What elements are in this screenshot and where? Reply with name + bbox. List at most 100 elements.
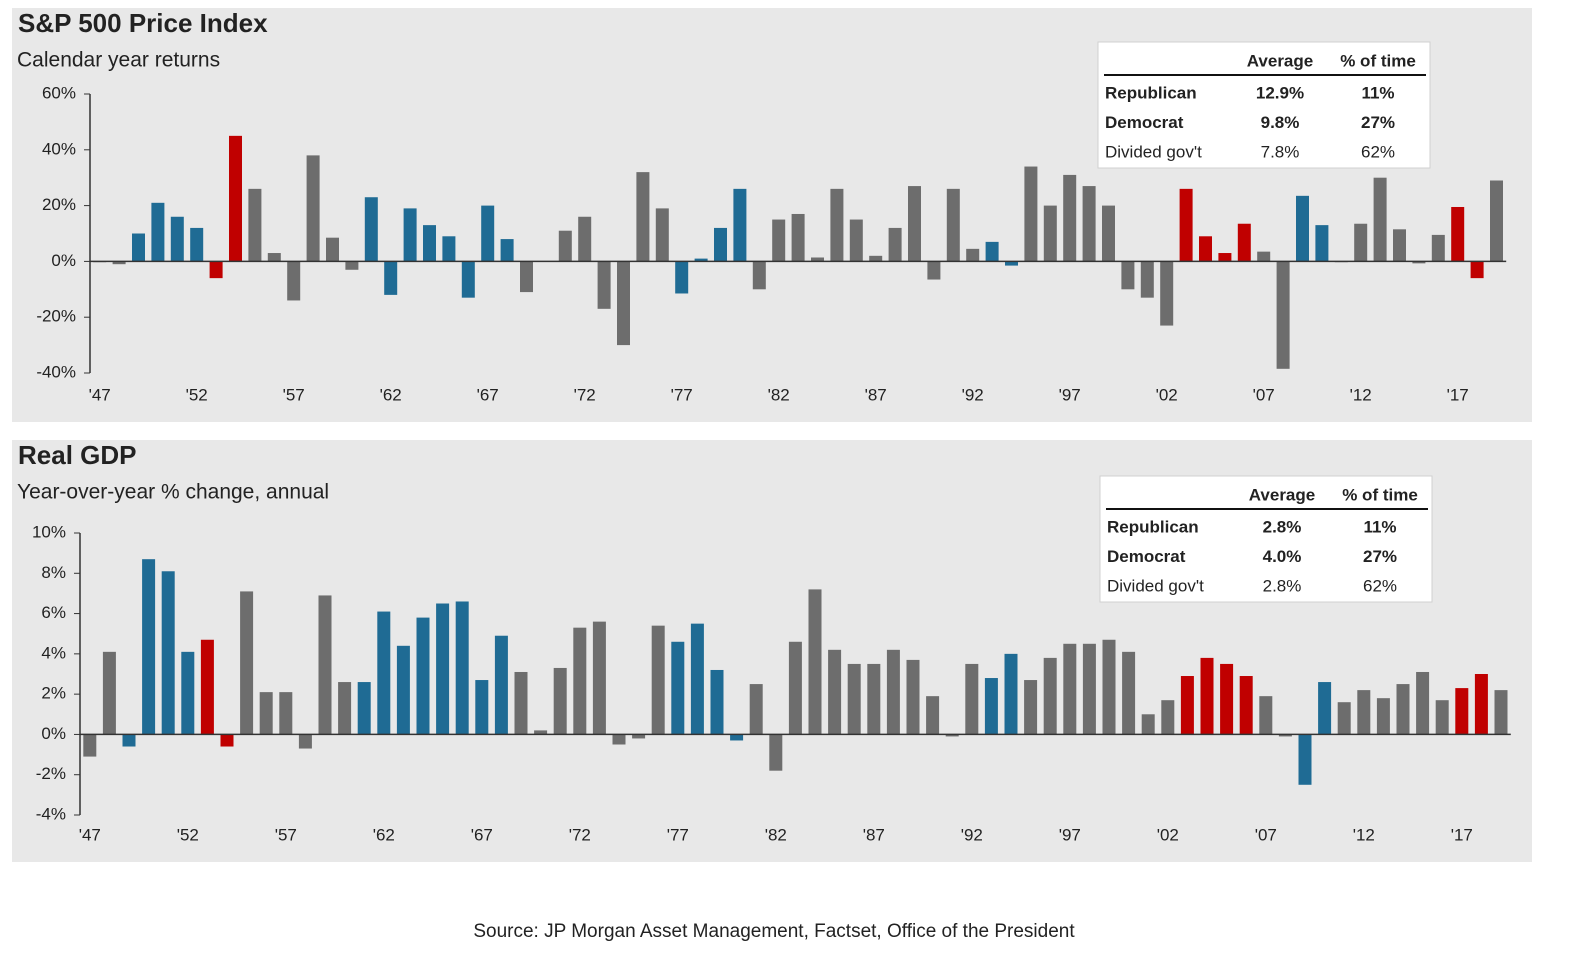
- x-tick-label: '92: [962, 385, 984, 404]
- bar: [632, 734, 646, 739]
- bar: [220, 734, 234, 747]
- bar: [306, 155, 320, 262]
- bar: [1373, 177, 1387, 262]
- bar: [1278, 734, 1292, 737]
- bar: [326, 237, 339, 262]
- bar: [730, 734, 744, 741]
- bar: [318, 595, 332, 735]
- bar: [984, 678, 998, 735]
- bar: [83, 734, 97, 757]
- bar: [1451, 206, 1465, 262]
- bar: [122, 734, 136, 747]
- bar: [1179, 188, 1193, 262]
- table-header: % of time: [1340, 51, 1416, 70]
- bar: [1102, 205, 1115, 262]
- bar: [364, 197, 378, 262]
- summary-table: [1099, 475, 1433, 603]
- bar: [752, 261, 766, 290]
- bar: [966, 248, 980, 262]
- bar: [1121, 261, 1135, 290]
- x-tick-label: '07: [1255, 825, 1277, 844]
- bar: [1005, 261, 1018, 266]
- chart-title: Real GDP: [18, 440, 137, 470]
- table-row-name: Democrat: [1105, 113, 1184, 132]
- table-cell: 4.0%: [1263, 547, 1302, 566]
- bar: [869, 255, 883, 262]
- bar: [1043, 205, 1057, 262]
- x-tick-label: '12: [1350, 385, 1372, 404]
- bar: [403, 208, 417, 262]
- bar: [475, 680, 489, 735]
- bar: [749, 684, 763, 735]
- bar: [811, 257, 824, 262]
- bar: [1160, 261, 1174, 326]
- bar: [181, 651, 195, 735]
- x-tick-label: '92: [961, 825, 983, 844]
- table-cell: 62%: [1363, 576, 1397, 595]
- bar: [1298, 734, 1312, 785]
- bar: [1296, 195, 1309, 262]
- bar: [416, 617, 430, 735]
- bar: [772, 219, 786, 262]
- bar: [1354, 223, 1368, 262]
- bar: [1024, 680, 1038, 735]
- bar: [573, 627, 587, 735]
- x-tick-label: '97: [1059, 825, 1081, 844]
- table-row-name: Divided gov't: [1105, 142, 1202, 161]
- bar: [1220, 663, 1234, 735]
- y-tick-label: 10%: [32, 522, 66, 541]
- bar: [558, 230, 572, 262]
- table-cell: 62%: [1361, 142, 1395, 161]
- bar: [1412, 261, 1426, 264]
- bar: [1122, 651, 1136, 735]
- bar: [888, 227, 902, 262]
- bar: [1063, 643, 1077, 735]
- bar: [985, 241, 999, 262]
- chart-title: S&P 500 Price Index: [18, 8, 268, 38]
- bar: [520, 261, 533, 293]
- bar: [1315, 225, 1329, 262]
- bar: [1494, 690, 1508, 735]
- bar: [142, 559, 156, 735]
- bar: [1102, 639, 1116, 735]
- table-cell: 27%: [1361, 113, 1395, 132]
- table-row-name: Republican: [1105, 83, 1197, 102]
- bar: [1431, 234, 1445, 262]
- bar: [1318, 682, 1332, 735]
- bar: [1490, 180, 1503, 262]
- bar: [534, 730, 548, 735]
- table-header: Average: [1247, 51, 1313, 70]
- bar: [788, 641, 802, 735]
- x-tick-label: '87: [863, 825, 885, 844]
- bar: [1161, 700, 1175, 735]
- bar: [791, 213, 805, 262]
- y-tick-label: 60%: [42, 83, 76, 102]
- bar: [112, 261, 126, 265]
- bar: [1470, 261, 1484, 279]
- x-tick-label: '47: [79, 825, 101, 844]
- bar: [287, 261, 301, 301]
- bar: [1376, 698, 1390, 735]
- bar: [867, 663, 881, 735]
- bar: [200, 639, 214, 735]
- x-tick-label: '12: [1353, 825, 1375, 844]
- bar: [170, 216, 184, 262]
- bar: [592, 621, 606, 735]
- bar: [1082, 186, 1096, 262]
- x-tick-label: '17: [1447, 385, 1469, 404]
- table-cell: 11%: [1363, 517, 1396, 536]
- bar: [500, 239, 514, 262]
- bar: [494, 635, 508, 735]
- bar: [1140, 261, 1154, 298]
- bar: [690, 623, 704, 735]
- table-cell: 12.9%: [1256, 83, 1304, 102]
- x-tick-label: '72: [574, 385, 596, 404]
- x-tick-label: '62: [380, 385, 402, 404]
- bar: [279, 692, 293, 735]
- bar: [1218, 253, 1232, 262]
- table-cell: 2.8%: [1263, 576, 1302, 595]
- bar: [1082, 643, 1096, 735]
- bar: [655, 208, 669, 262]
- x-tick-label: '72: [569, 825, 591, 844]
- bar: [808, 589, 822, 735]
